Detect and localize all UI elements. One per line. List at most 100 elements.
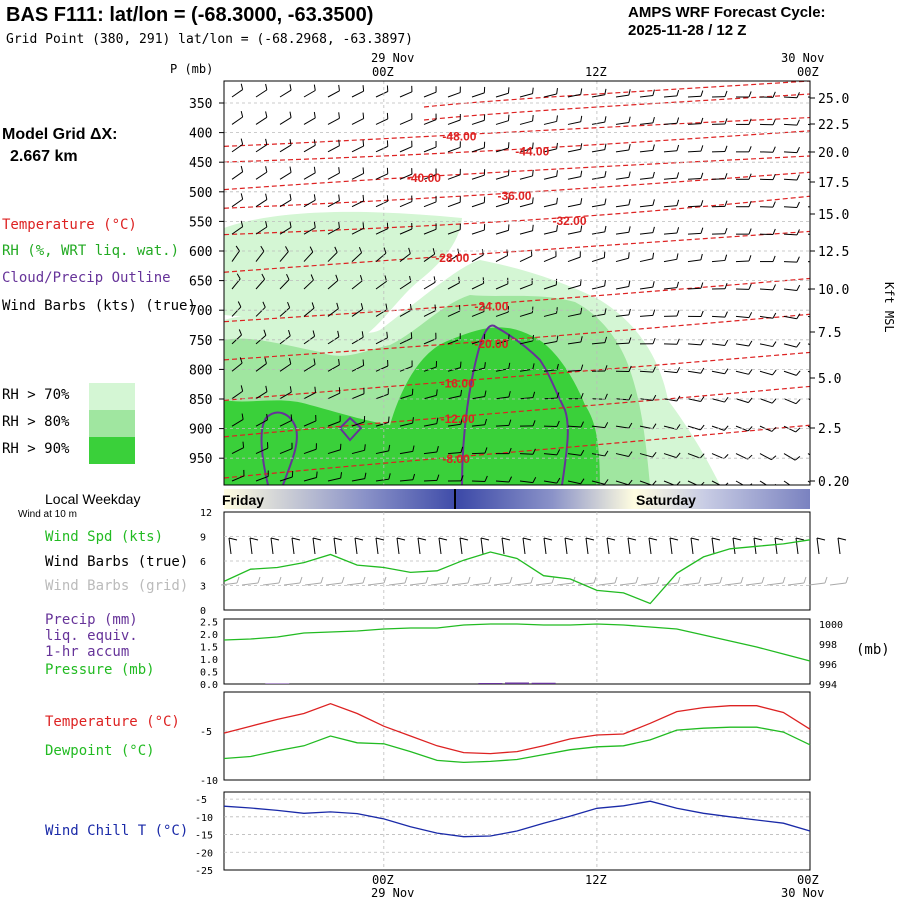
wind-barb-flag bbox=[360, 303, 364, 310]
wind-barb bbox=[255, 475, 269, 482]
wind-barb-flag bbox=[580, 115, 583, 122]
true-wind-barb bbox=[816, 537, 820, 555]
wind-barb-flag bbox=[289, 139, 292, 146]
wind-barb bbox=[519, 283, 533, 290]
isotherm-line bbox=[423, 93, 810, 121]
pressure-axis-label: P (mb) bbox=[170, 62, 213, 76]
grid-wind-barb-flag bbox=[677, 576, 681, 584]
wind-barb bbox=[399, 422, 413, 427]
wind-barb-flag bbox=[604, 336, 608, 343]
wind-barb bbox=[615, 94, 629, 98]
wind-barb bbox=[591, 313, 605, 317]
pressure-tick-label: 998 bbox=[819, 640, 837, 651]
wind-barb bbox=[495, 202, 509, 208]
wind-barb-flag bbox=[748, 369, 753, 375]
wind-barb bbox=[639, 204, 653, 208]
wind-barb-flag bbox=[772, 369, 777, 376]
wind-barb bbox=[279, 363, 292, 372]
wind-barb-flag bbox=[748, 397, 753, 403]
wind-barb bbox=[663, 453, 677, 459]
true-wind-barb bbox=[480, 537, 484, 555]
precip-tick-label: 0.5 bbox=[200, 668, 218, 679]
wind-barb-flag bbox=[628, 116, 631, 123]
wind-barb bbox=[759, 315, 773, 319]
wind-barb-flag bbox=[265, 138, 268, 145]
chill-tick-label: -15 bbox=[195, 831, 213, 842]
wind-barb-flag bbox=[748, 283, 752, 290]
wind-barb-flag bbox=[311, 302, 315, 309]
wind-barb bbox=[255, 226, 268, 235]
wind-barb bbox=[375, 365, 389, 372]
grid-wind-barb bbox=[535, 582, 553, 586]
wind-barb-flag bbox=[312, 330, 316, 337]
day-friday: Friday bbox=[222, 492, 264, 508]
wind-barb bbox=[351, 118, 364, 125]
wind-barb-flag bbox=[604, 393, 608, 400]
true-wind-barb bbox=[396, 537, 400, 555]
grid-wind-barb bbox=[451, 582, 469, 586]
true-wind-barb bbox=[627, 537, 631, 555]
true-wind-barb bbox=[606, 537, 610, 555]
wind-barb-flag bbox=[460, 475, 464, 482]
wind-barb bbox=[423, 338, 437, 345]
grid-wind-barb bbox=[409, 582, 427, 586]
wind-barb bbox=[711, 259, 725, 263]
isotherm-line bbox=[224, 116, 810, 147]
wind-barb bbox=[327, 172, 340, 180]
wind-barb bbox=[783, 425, 796, 433]
wind-barb-flag bbox=[821, 230, 824, 235]
wind-barb-flag bbox=[359, 275, 363, 282]
bottom-tick-12z: 12Z bbox=[585, 873, 607, 887]
wind-barb-flag bbox=[652, 199, 655, 206]
wind-barb-flag bbox=[628, 422, 633, 429]
wind-barb-flag bbox=[820, 343, 824, 348]
wind-barb-flag bbox=[795, 427, 801, 433]
wind-barb bbox=[567, 480, 581, 485]
top-tick-12z: 12Z bbox=[585, 65, 607, 79]
wind-chill-grid bbox=[224, 792, 810, 870]
wind-barb-flag bbox=[723, 425, 729, 431]
wind-barb bbox=[303, 227, 316, 235]
wind-barb bbox=[351, 145, 364, 153]
wind-barb bbox=[279, 144, 292, 153]
wind-barb bbox=[639, 258, 653, 263]
wind-barb bbox=[279, 172, 292, 180]
wind-barb-flag bbox=[724, 173, 728, 180]
wind-barb bbox=[783, 343, 797, 348]
wind-barb bbox=[399, 479, 413, 482]
wind-barb bbox=[687, 259, 701, 263]
wind-barb bbox=[783, 96, 798, 99]
wind-barb bbox=[687, 480, 698, 485]
wind-barb bbox=[519, 480, 533, 484]
wind-barb bbox=[495, 424, 510, 427]
wind-barb bbox=[519, 230, 533, 235]
isotherm-line bbox=[224, 230, 810, 273]
wind-barb bbox=[279, 251, 289, 262]
wind-barb-flag bbox=[364, 444, 366, 451]
wind-barb bbox=[639, 122, 653, 125]
temperature-isotherms bbox=[224, 81, 810, 479]
wind-grid bbox=[224, 512, 810, 610]
wind-barb bbox=[327, 392, 340, 400]
grid-wind-barb-flag bbox=[341, 576, 345, 584]
wind-barb-flag bbox=[700, 90, 704, 97]
wind-barb bbox=[471, 92, 485, 98]
true-wind-barb-flag bbox=[270, 537, 280, 541]
wind-barb bbox=[783, 178, 798, 181]
wind-barb bbox=[303, 117, 316, 125]
precip-bar bbox=[478, 683, 503, 684]
isotherm-line bbox=[224, 351, 810, 402]
wind-barb-flag bbox=[771, 455, 777, 461]
precip-grid bbox=[383, 619, 598, 684]
wind-barb-flag bbox=[484, 362, 486, 369]
wind-barb-flag bbox=[604, 143, 607, 150]
wind-barb-flag bbox=[338, 167, 340, 174]
wind-barb-flag bbox=[309, 246, 314, 253]
wind-barb bbox=[231, 390, 243, 400]
true-wind-barb bbox=[585, 537, 589, 555]
wind-barb bbox=[447, 395, 461, 400]
wind-barb-flag bbox=[260, 245, 265, 252]
wind-barb bbox=[255, 250, 265, 262]
grid-wind-barb bbox=[325, 582, 343, 586]
wind-barb-flag bbox=[724, 396, 729, 403]
